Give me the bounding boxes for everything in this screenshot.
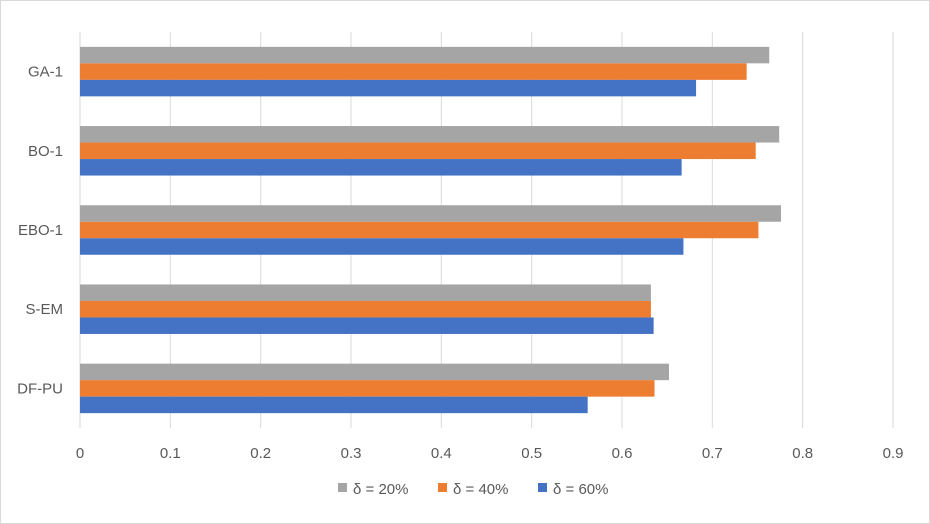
y-category-label: S-EM: [26, 301, 64, 318]
bar: [80, 317, 654, 334]
legend-swatch: [338, 483, 347, 492]
bars-layer: [80, 46, 781, 414]
x-tick-label: 0.2: [250, 445, 271, 462]
bar: [80, 380, 655, 397]
x-tick-label: 0.9: [883, 445, 904, 462]
bar: [80, 159, 682, 176]
bar: [80, 238, 684, 255]
bar: [80, 396, 588, 414]
x-tick-label: 0.8: [792, 445, 813, 462]
y-category-label: EBO-1: [18, 222, 63, 239]
bar: [80, 79, 697, 97]
bar: [80, 142, 756, 160]
bar: [80, 284, 651, 301]
legend-swatch: [538, 483, 547, 492]
bar: [80, 300, 651, 318]
x-tick-label: 0.3: [341, 445, 362, 462]
y-labels-layer: GA-1 BO-1 EBO-1 S-EM DF-PU: [17, 64, 63, 398]
legend-label: δ = 60%: [553, 481, 608, 498]
legend-swatch: [438, 483, 447, 492]
bar: [80, 205, 781, 222]
bar: [80, 363, 669, 381]
bar: [80, 126, 780, 143]
bar: [80, 221, 759, 239]
x-tick-label: 0.5: [521, 445, 542, 462]
legend-layer: δ = 20% δ = 40% δ = 60%: [338, 481, 608, 498]
bar: [80, 63, 747, 80]
legend-label: δ = 20%: [353, 481, 408, 498]
x-tick-label: 0: [76, 445, 84, 462]
bar: [80, 46, 770, 64]
y-category-label: BO-1: [28, 143, 63, 160]
y-category-label: GA-1: [28, 64, 63, 81]
x-labels-layer: 0 0.1 0.2 0.3 0.4 0.5 0.6 0.7 0.8 0.9: [76, 445, 904, 462]
x-tick-label: 0.7: [702, 445, 723, 462]
x-tick-label: 0.4: [431, 445, 452, 462]
legend-label: δ = 40%: [453, 481, 508, 498]
y-category-label: DF-PU: [17, 380, 63, 397]
x-tick-label: 0.1: [160, 445, 181, 462]
x-tick-label: 0.6: [612, 445, 633, 462]
